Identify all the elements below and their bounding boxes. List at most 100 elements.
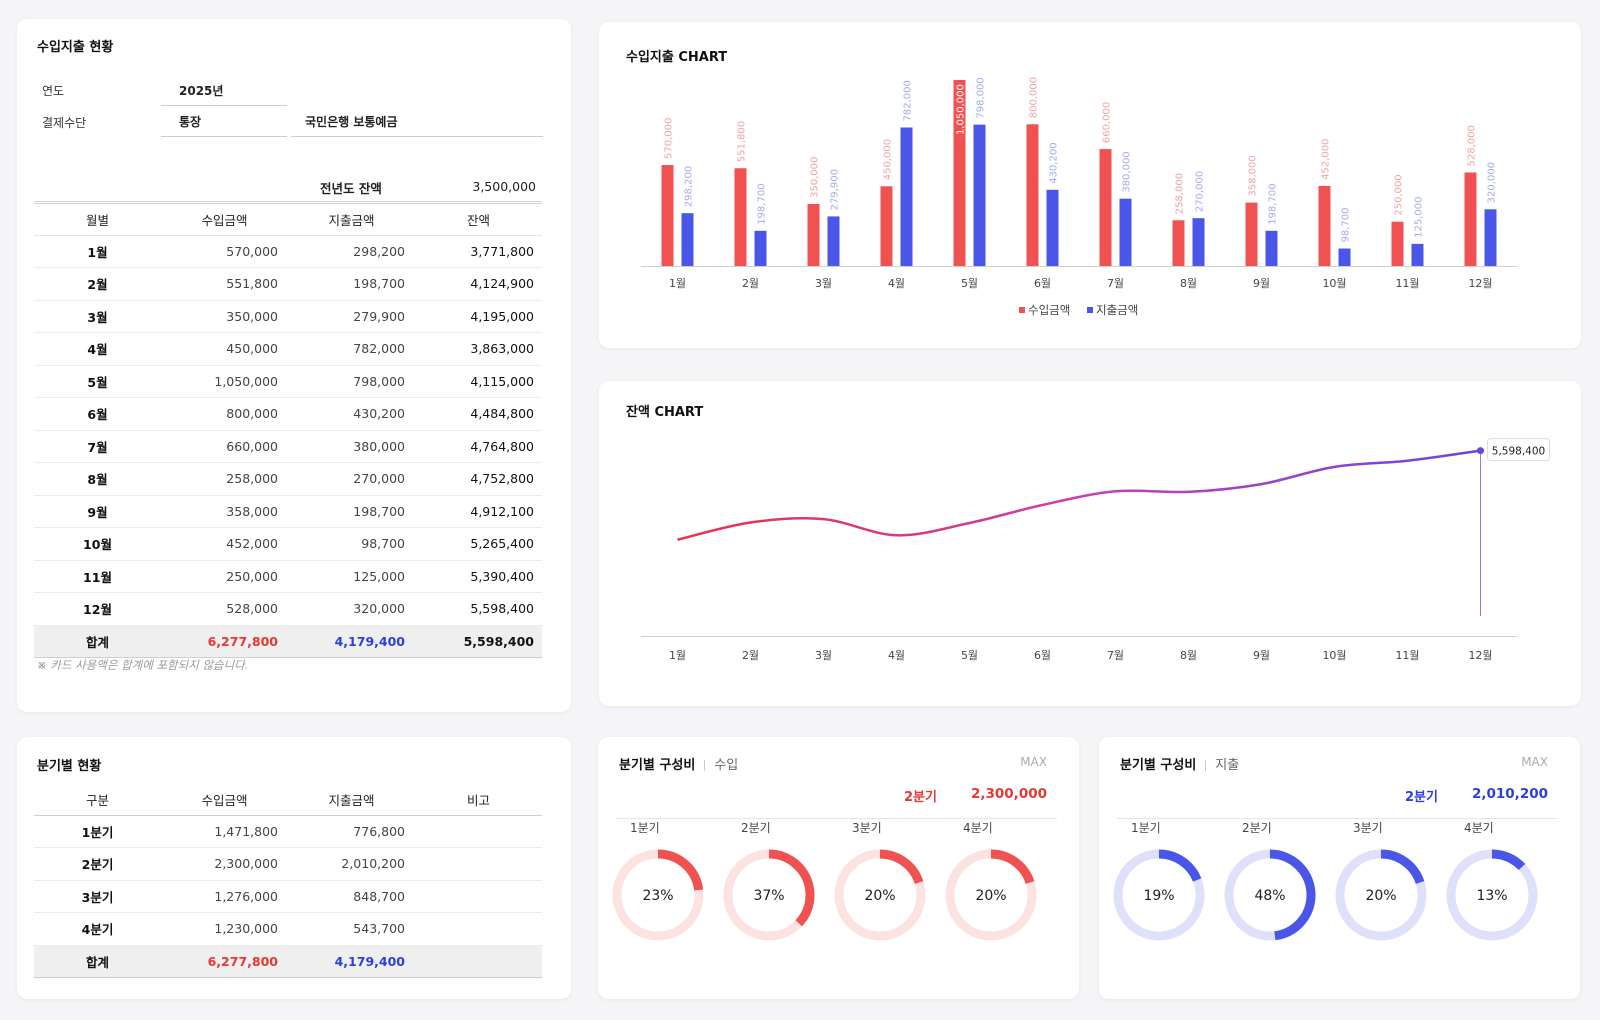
income-bar xyxy=(1245,202,1258,266)
row-month: 8월 xyxy=(34,462,161,496)
row-balance: 4,912,100 xyxy=(415,495,542,528)
total-memo xyxy=(415,945,542,978)
bar-value-label: 279,900 xyxy=(830,169,841,210)
donut-arc xyxy=(1113,849,1205,941)
donut-in-max-value: 2,300,000 xyxy=(970,786,1047,802)
x-tick-label: 9월 xyxy=(1253,277,1270,290)
year-select[interactable]: 2025년 xyxy=(161,76,287,106)
row-month: 6월 xyxy=(34,397,161,431)
donut-chart: 23% xyxy=(612,849,704,941)
donut-out-type: 지출 xyxy=(1215,758,1240,773)
donut-percent: 20% xyxy=(864,888,895,904)
row-month: 1월 xyxy=(34,235,161,268)
bar-value-label: 270,000 xyxy=(1195,171,1206,212)
row-balance: 4,124,900 xyxy=(415,267,542,301)
legend-income: 수입금액 xyxy=(1028,303,1070,317)
bar-value-label: 782,000 xyxy=(903,80,914,121)
donut-chart: 48% xyxy=(1224,849,1316,941)
summary-title: 수입지출 현황 xyxy=(37,40,114,55)
table-row: 1분기 1,471,800 776,800 xyxy=(34,815,542,848)
donut-in-type: 수입 xyxy=(714,758,739,773)
donut-out-max-quarter: 2분기 xyxy=(1405,790,1438,805)
total-expense: 4,179,400 xyxy=(288,945,415,978)
donut-percent: 37% xyxy=(753,888,784,904)
row-income: 350,000 xyxy=(161,300,288,333)
donut-arc xyxy=(1446,849,1538,941)
donut-in-title: 분기별 구성비 수입 xyxy=(619,754,738,773)
row-expense: 2,010,200 xyxy=(288,847,415,881)
x-tick-label: 8월 xyxy=(1180,277,1197,290)
row-expense: 430,200 xyxy=(288,397,415,431)
income-bar xyxy=(953,80,966,266)
donut-quarter-label: 4분기 xyxy=(963,821,993,835)
row-month: 9월 xyxy=(34,495,161,528)
expense-bar xyxy=(754,230,767,266)
col-balance: 잔액 xyxy=(415,204,542,236)
bar-value-label: 125,000 xyxy=(1414,196,1425,237)
bar-value-label: 198,700 xyxy=(757,183,768,224)
x-tick-label: 10월 xyxy=(1322,649,1346,662)
donut-out-max-label: MAX xyxy=(1521,755,1548,769)
x-tick-label: 11월 xyxy=(1395,649,1419,662)
payment-type-select[interactable]: 통장 xyxy=(161,107,287,137)
row-month: 5월 xyxy=(34,365,161,398)
total-income: 6,277,800 xyxy=(161,945,288,978)
row-balance: 4,195,000 xyxy=(415,300,542,333)
donut-in-divider xyxy=(616,818,1057,819)
row-quarter: 1분기 xyxy=(34,815,161,848)
row-expense: 125,000 xyxy=(288,560,415,593)
row-balance: 5,265,400 xyxy=(415,527,542,561)
year-label: 연도 xyxy=(42,84,65,98)
income-bar xyxy=(1391,221,1404,266)
income-expense-chart-card: 수입지출 CHART 570,000 298,200 1월 551,800 198,70… xyxy=(599,22,1581,348)
x-tick-label: 4월 xyxy=(888,277,905,290)
payment-account-select[interactable]: 국민은행 보통예금 xyxy=(291,107,543,137)
donut-chart: 37% xyxy=(723,849,815,941)
table-row: 3월 350,000 279,900 4,195,000 xyxy=(34,300,542,333)
x-tick-label: 5월 xyxy=(961,649,978,662)
row-quarter: 2분기 xyxy=(34,847,161,881)
row-expense: 543,700 xyxy=(288,912,415,946)
expense-bar xyxy=(1119,198,1132,266)
bar-value-label: 430,200 xyxy=(1049,142,1060,183)
donut-quarter-label: 3분기 xyxy=(1353,821,1383,835)
total-balance: 5,598,400 xyxy=(415,625,542,658)
row-balance: 3,863,000 xyxy=(415,332,542,366)
monthly-table-header: 월별 수입금액 지출금액 잔액 xyxy=(34,204,542,236)
bar-value-label: 798,000 xyxy=(976,77,987,118)
quarter-table: 구분 수입금액 지출금액 비고 1분기 1,471,800 776,800 2분기 2,… xyxy=(34,784,542,978)
row-income: 1,050,000 xyxy=(161,365,288,398)
hover-point[interactable] xyxy=(1477,447,1484,455)
total-label: 합계 xyxy=(34,945,161,978)
bar-value-label: 450,000 xyxy=(883,139,894,180)
total-row: 합계 6,277,800 4,179,400 5,598,400 xyxy=(34,625,542,658)
row-quarter: 4분기 xyxy=(34,912,161,946)
row-balance: 5,598,400 xyxy=(415,592,542,626)
donut-chart: 13% xyxy=(1446,849,1538,941)
col-expense: 지출금액 xyxy=(288,204,415,236)
row-balance: 4,764,800 xyxy=(415,430,542,463)
row-expense: 98,700 xyxy=(288,527,415,561)
donut-out-title-text: 분기별 구성비 xyxy=(1120,758,1197,773)
expense-bar xyxy=(827,216,840,266)
income-bar xyxy=(807,204,820,266)
quarter-ratio-income-card: 분기별 구성비 수입 MAX 2분기 2,300,000 1분기 23% 2분기 37%… xyxy=(598,737,1079,999)
donut-quarter-label: 1분기 xyxy=(1131,821,1161,835)
tooltip-box xyxy=(1487,438,1550,462)
row-month: 11월 xyxy=(34,560,161,593)
donut-chart: 20% xyxy=(834,849,926,941)
table-row: 3분기 1,276,000 848,700 xyxy=(34,880,542,913)
col-income: 수입금액 xyxy=(161,784,288,816)
x-tick-label: 6월 xyxy=(1034,649,1051,662)
monthly-table: 월별 수입금액 지출금액 잔액 1월 570,000 298,200 3,771,80… xyxy=(34,204,542,658)
row-income: 660,000 xyxy=(161,430,288,463)
x-tick-label: 2월 xyxy=(742,649,759,662)
x-tick-label: 6월 xyxy=(1034,277,1051,290)
line-chart-title: 잔액 CHART xyxy=(626,405,704,420)
donut-arc xyxy=(834,849,926,941)
total-expense: 4,179,400 xyxy=(288,625,415,658)
table-row: 7월 660,000 380,000 4,764,800 xyxy=(34,430,542,463)
income-bar xyxy=(1099,149,1112,266)
table-row: 10월 452,000 98,700 5,265,400 xyxy=(34,527,542,561)
bar-value-label: 320,000 xyxy=(1487,162,1498,203)
